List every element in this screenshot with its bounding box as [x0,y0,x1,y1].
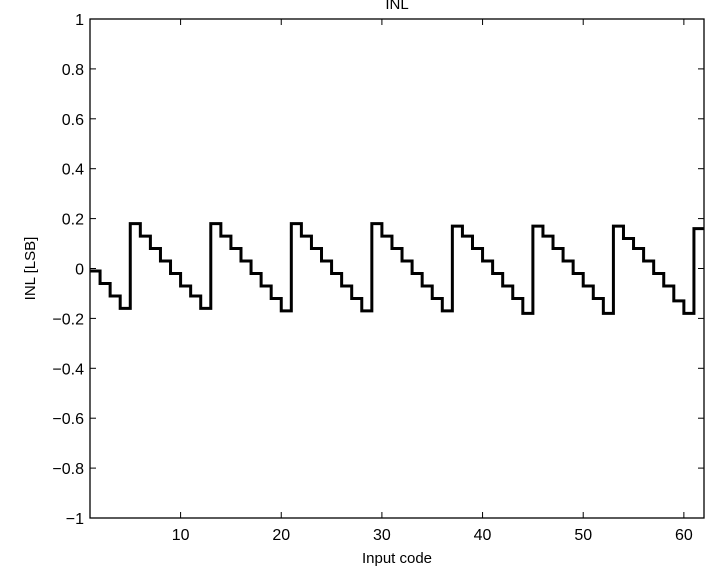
y-tick-label: 0.4 [62,162,84,179]
plot-area [89,18,705,519]
y-tick-label: 1 [75,12,84,29]
x-tick-label: 20 [272,527,290,544]
y-tick-label: 0 [75,262,84,279]
inl-series-line [90,222,704,315]
y-tick-labels: −1 −0.8 −0.6 −0.4 −0.2 0 0.2 0.4 0.6 0.8 1 [52,12,84,528]
x-tick-label: 30 [373,527,391,544]
x-tick-label: 60 [675,527,693,544]
y-tick-label: −0.8 [52,461,84,478]
y-tick-label: −1 [66,511,84,528]
y-tick-label: −0.2 [52,311,84,328]
x-tick-label: 10 [172,527,190,544]
x-tick-labels: 10 20 30 40 50 60 [172,527,693,544]
y-tick-label: 0.8 [62,62,84,79]
y-axis-label: INL [LSB] [22,237,39,301]
x-axis-label: Input code [362,550,432,567]
y-tick-label: −0.6 [52,411,84,428]
y-tick-label: 0.2 [62,212,84,229]
chart-title: INL [385,0,408,13]
x-tick-label: 50 [574,527,592,544]
y-tick-label: 0.6 [62,112,84,129]
plot-background [90,19,704,518]
plot-frame [89,18,705,519]
series-layer [90,222,704,315]
y-tick-label: −0.4 [52,361,84,378]
x-tick-label: 40 [474,527,492,544]
